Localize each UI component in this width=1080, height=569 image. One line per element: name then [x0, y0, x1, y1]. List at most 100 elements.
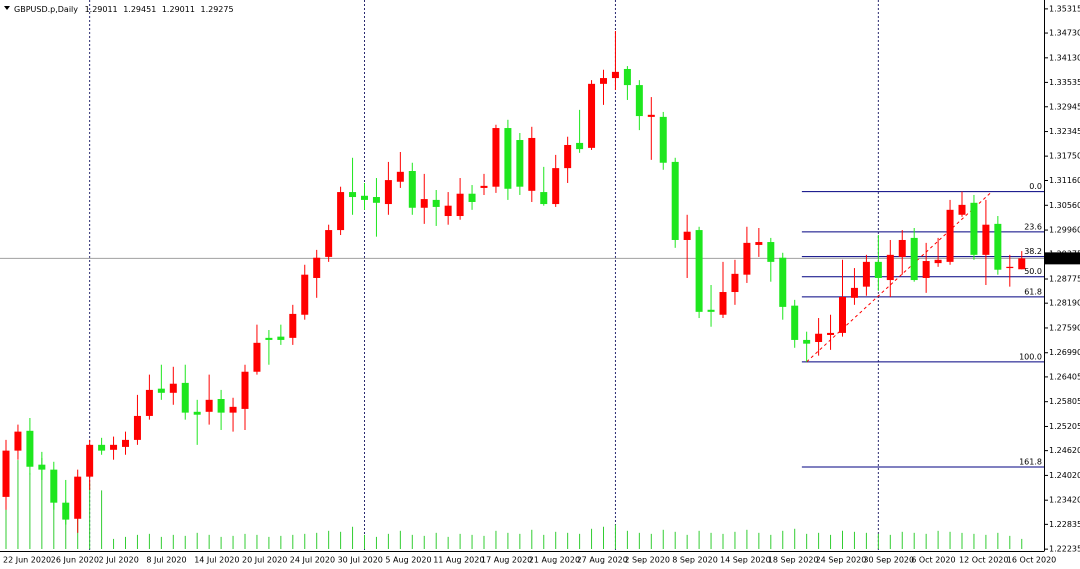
candle-body [98, 444, 106, 451]
candle-body [600, 78, 607, 84]
candle-body [38, 464, 46, 470]
candle-body [122, 439, 129, 447]
candle-body [815, 333, 823, 342]
y-tick-label: 1.33535 [1049, 78, 1080, 87]
fibo-label: 161.8 [1019, 457, 1042, 466]
candle-body [193, 411, 201, 415]
fibo-label: 23.6 [1024, 222, 1042, 231]
candle-body [958, 204, 966, 215]
y-tick-label: 1.22835 [1049, 520, 1080, 529]
candle-body [1018, 258, 1026, 270]
candle-body [504, 128, 512, 189]
candle-body [313, 257, 321, 278]
candle-body [994, 223, 1002, 270]
candle-body [540, 192, 548, 205]
y-tick-label: 1.27590 [1049, 323, 1080, 332]
x-tick-label: 14 Sep 2020 [720, 556, 771, 565]
x-tick-label: 2 Sep 2020 [624, 556, 670, 565]
candle-body [372, 197, 380, 203]
candle-body [277, 336, 285, 340]
candle-body [14, 431, 22, 451]
x-tick-label: 27 Aug 2020 [577, 556, 628, 565]
y-tick-label: 1.26990 [1049, 348, 1080, 357]
candle-body [755, 242, 763, 245]
candle-body [205, 399, 213, 412]
candle-body [241, 371, 249, 409]
candle-body [301, 274, 309, 315]
fibo-label: 0.0 [1029, 182, 1042, 191]
y-tick-label: 1.25205 [1049, 422, 1080, 431]
candle-body [970, 202, 978, 255]
x-tick-label: 14 Jul 2020 [194, 556, 239, 565]
candle-body [516, 140, 524, 187]
x-tick-label: 30 Sep 2020 [863, 556, 914, 565]
candle-body [337, 192, 345, 231]
x-tick-label: 8 Jul 2020 [146, 556, 186, 565]
candle-body [827, 332, 835, 335]
x-tick-label: 12 Oct 2020 [959, 556, 1008, 565]
header-high: 1.29451 [123, 5, 156, 14]
y-tick-label: 1.25805 [1049, 397, 1080, 406]
candle-body [468, 193, 476, 202]
y-tick-label: 1.28775 [1049, 275, 1080, 284]
candle-body [86, 444, 94, 477]
candle-body [719, 292, 727, 315]
candle-body [839, 296, 846, 333]
candle-body [659, 116, 667, 163]
x-tick-label: 11 Aug 2020 [433, 556, 484, 565]
candle-body [946, 209, 954, 262]
x-tick-label: 22 Jun 2020 [3, 556, 51, 565]
candle-body [743, 242, 751, 275]
candle-body [922, 261, 930, 278]
candle-body [695, 230, 703, 312]
candle-body [528, 137, 536, 191]
x-tick-label: 5 Aug 2020 [385, 556, 431, 565]
header-open: 1.29011 [85, 5, 118, 14]
candle-body [229, 406, 237, 413]
candle-body [110, 444, 118, 450]
candle-body [444, 205, 452, 217]
candle-body [588, 83, 596, 148]
y-tick-label: 1.32345 [1049, 127, 1080, 136]
y-tick-label: 1.30560 [1049, 201, 1080, 210]
candle-body [157, 388, 165, 393]
candle-body [886, 254, 894, 281]
candle-body [623, 68, 631, 86]
candle-body [349, 192, 357, 198]
candle-body [803, 339, 811, 344]
y-tick-label: 1.28190 [1049, 299, 1080, 308]
y-tick-label: 1.26405 [1049, 372, 1080, 381]
y-tick-label: 1.24020 [1049, 471, 1080, 480]
candle-body [910, 237, 918, 281]
candle-body [74, 476, 82, 519]
candle-body [420, 199, 428, 208]
candle-body [671, 161, 679, 240]
candle-body [576, 142, 584, 150]
candle-body [564, 144, 572, 169]
candle-body [779, 257, 787, 307]
candle-body [265, 337, 273, 340]
x-tick-label: 24 Sep 2020 [816, 556, 867, 565]
candle-body [217, 399, 225, 413]
candle-body [408, 171, 416, 208]
x-tick-label: 17 Aug 2020 [481, 556, 532, 565]
candle-body [2, 450, 10, 497]
candle-body [253, 342, 261, 372]
price-box [1045, 252, 1080, 265]
x-tick-label: 24 Jul 2020 [290, 556, 335, 565]
menu-triangle[interactable] [4, 6, 10, 10]
x-tick-label: 30 Jul 2020 [338, 556, 383, 565]
candle-body [647, 114, 655, 117]
candle-body [432, 199, 440, 207]
candle-body [1006, 266, 1014, 269]
y-tick-label: 1.24620 [1049, 446, 1080, 455]
y-tick-label: 1.22235 [1049, 545, 1080, 554]
y-tick-label: 1.34130 [1049, 53, 1080, 62]
candle-body [731, 273, 739, 293]
x-tick-label: 26 Jun 2020 [51, 556, 99, 565]
candle-body [934, 259, 942, 264]
candle-body [982, 224, 990, 255]
candle-body [850, 287, 858, 298]
